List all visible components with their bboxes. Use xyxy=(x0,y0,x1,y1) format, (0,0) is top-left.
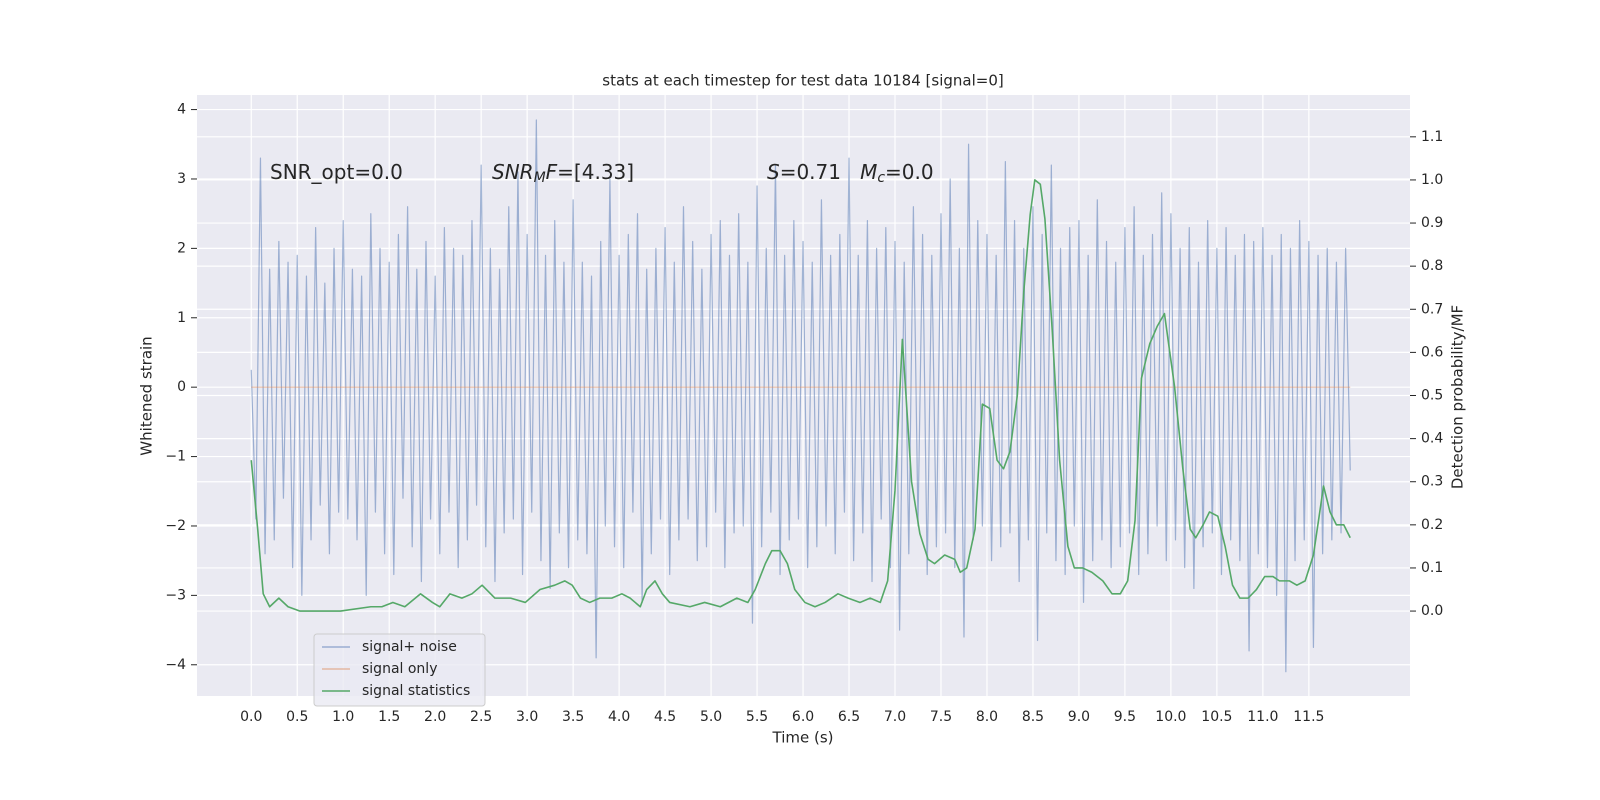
x-tick-label: 9.5 xyxy=(1114,709,1136,725)
annotation: SNRMF=[4.33] xyxy=(492,160,634,187)
x-tick-label: 4.0 xyxy=(608,709,630,725)
y2-tick-label: 0.8 xyxy=(1421,258,1443,274)
annotation-part: =0.71 xyxy=(780,160,860,184)
x-tick-label: 10.5 xyxy=(1201,709,1232,725)
series-line xyxy=(250,179,1351,612)
x-axis-label: Time (s) xyxy=(772,729,834,747)
legend-label: signal only xyxy=(362,661,437,677)
legend-box xyxy=(313,633,486,707)
x-tick-label: 6.0 xyxy=(792,709,814,725)
y-tick-label: 3 xyxy=(177,171,186,187)
y-tick-label: −3 xyxy=(165,587,186,603)
y2-tick-label: 0.1 xyxy=(1421,560,1443,576)
annotation: SNR_opt=0.0 xyxy=(270,160,403,184)
y-tick-label: 2 xyxy=(177,240,186,256)
y-tick-label: −2 xyxy=(165,518,186,534)
x-tick-label: 2.5 xyxy=(470,709,492,725)
x-tick-label: 2.0 xyxy=(424,709,446,725)
y-axis-label: Whitened strain xyxy=(138,336,156,455)
chart-title: stats at each timestep for test data 101… xyxy=(602,72,1003,90)
y2-tick-label: 0.2 xyxy=(1421,517,1443,533)
annotation-part: c xyxy=(877,170,885,186)
x-tick-label: 8.0 xyxy=(976,709,998,725)
y-tick-label: 1 xyxy=(177,310,186,326)
y-tick-label: −1 xyxy=(165,449,186,465)
y2-axis-label: Detection probability/MF xyxy=(1449,305,1467,489)
x-tick-label: 3.0 xyxy=(516,709,538,725)
legend-label: signal+ noise xyxy=(362,639,457,655)
y2-tick-label: 0.6 xyxy=(1421,344,1443,360)
y2-tick-label: 0.5 xyxy=(1421,388,1443,404)
series-line xyxy=(250,119,1351,673)
x-tick-label: 0.0 xyxy=(240,709,262,725)
x-tick-label: 7.5 xyxy=(930,709,952,725)
y2-tick-label: 1.1 xyxy=(1421,129,1443,145)
x-tick-label: 10.0 xyxy=(1155,709,1186,725)
y2-tick-label: 0.0 xyxy=(1421,603,1443,619)
x-tick-label: 11.0 xyxy=(1247,709,1278,725)
x-tick-label: 1.0 xyxy=(332,709,354,725)
x-tick-label: 5.5 xyxy=(746,709,768,725)
y2-tick-label: 0.7 xyxy=(1421,301,1443,317)
annotation-part: M xyxy=(860,160,877,184)
annotation-part: S xyxy=(767,160,780,184)
y2-tick-label: 1.0 xyxy=(1421,172,1443,188)
annotation-part: SNR_opt=0.0 xyxy=(270,160,403,184)
annotation-part: SNR xyxy=(492,160,534,184)
x-tick-label: 1.5 xyxy=(378,709,400,725)
y2-tick-label: 0.3 xyxy=(1421,474,1443,490)
y2-tick-label: 0.4 xyxy=(1421,431,1443,447)
y-tick-label: 0 xyxy=(177,379,186,395)
x-tick-label: 11.5 xyxy=(1293,709,1324,725)
x-tick-label: 6.5 xyxy=(838,709,860,725)
legend-label: signal statistics xyxy=(362,683,470,699)
y2-tick-label: 0.9 xyxy=(1421,215,1443,231)
annotation-part: =0.0 xyxy=(885,160,934,184)
x-tick-label: 3.5 xyxy=(562,709,584,725)
annotation: S=0.71 Mc=0.0 xyxy=(767,160,934,187)
annotation-part: M xyxy=(534,170,546,186)
x-tick-label: 9.0 xyxy=(1068,709,1090,725)
annotation-part: =[4.33] xyxy=(557,160,634,184)
y-tick-label: 4 xyxy=(177,102,186,118)
x-tick-label: 0.5 xyxy=(286,709,308,725)
x-tick-label: 8.5 xyxy=(1022,709,1044,725)
x-tick-label: 7.0 xyxy=(884,709,906,725)
x-tick-label: 5.0 xyxy=(700,709,722,725)
annotation-part: F xyxy=(546,160,558,184)
x-tick-label: 4.5 xyxy=(654,709,676,725)
y-tick-label: −4 xyxy=(165,657,186,673)
